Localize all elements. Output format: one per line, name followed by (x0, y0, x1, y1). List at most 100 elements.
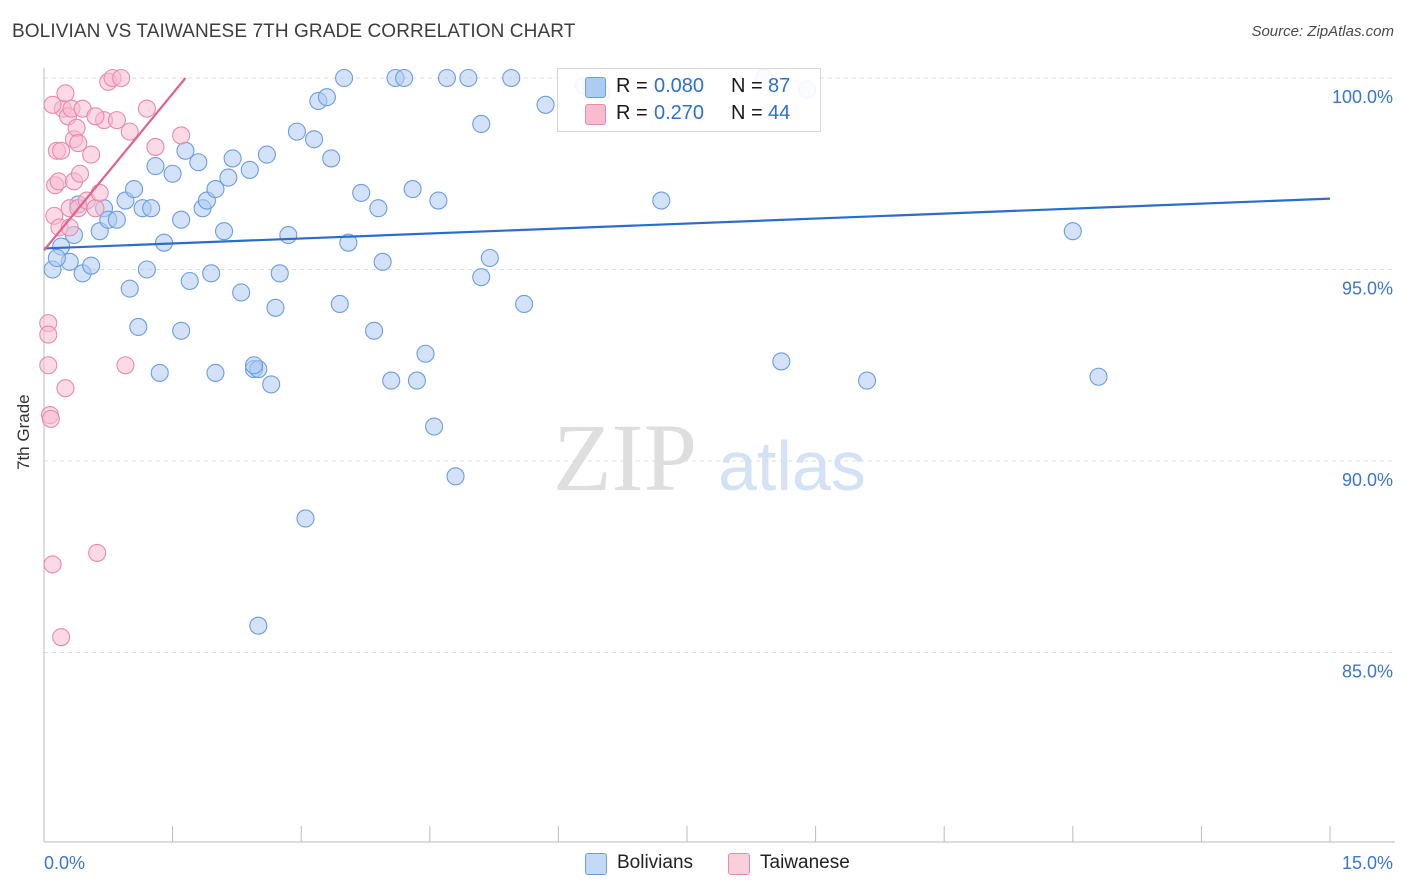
bolivians-series (43, 68, 1108, 635)
r-label: R = (616, 102, 648, 124)
data-point (403, 180, 422, 199)
data-point (339, 233, 358, 252)
data-point (369, 199, 388, 218)
data-point (116, 356, 135, 375)
data-point (43, 95, 62, 114)
data-point (515, 294, 534, 314)
data-point (150, 363, 169, 382)
data-point (352, 183, 371, 202)
data-point (206, 180, 225, 199)
taiwanese-legend-swatch (728, 853, 750, 875)
data-point (56, 379, 75, 398)
data-point (472, 114, 491, 134)
data-point (296, 509, 315, 528)
data-point (257, 145, 276, 164)
taiwanese-trend-line (43, 77, 187, 252)
data-point (146, 137, 165, 156)
data-point (142, 199, 161, 218)
data-point (219, 168, 238, 187)
n-label: N = (731, 75, 763, 97)
data-point (82, 256, 101, 275)
data-point (772, 352, 791, 371)
data-point (69, 134, 88, 153)
n-value: 44 (768, 102, 791, 124)
r-value: 0.080 (654, 75, 705, 97)
data-point (249, 616, 268, 635)
data-point (202, 264, 221, 283)
data-point (39, 325, 58, 344)
data-point (49, 172, 68, 191)
y-tick-label: 85.0% (1342, 662, 1393, 682)
bolivians-swatch (585, 77, 606, 98)
data-point (472, 268, 491, 287)
data-point (262, 375, 281, 394)
data-point (107, 111, 126, 130)
data-point (120, 122, 139, 141)
data-point (56, 84, 75, 103)
n-value: 87 (768, 75, 791, 97)
r-value: 0.270 (654, 102, 705, 124)
data-point (382, 371, 401, 390)
data-point (107, 210, 126, 229)
stats-row-bolivians: R = 0.080 N = 87 (558, 73, 820, 101)
data-point (365, 321, 384, 340)
data-point (120, 279, 139, 298)
y-tick-label: 100.0% (1332, 87, 1393, 107)
data-point (502, 68, 521, 88)
x-tick-label: 15.0% (1342, 853, 1393, 873)
data-point (240, 160, 259, 179)
data-point (232, 283, 251, 302)
data-point (279, 225, 298, 245)
n-label: N = (731, 102, 763, 124)
source-label: Source: ZipAtlas.com (1251, 23, 1394, 40)
data-point (172, 210, 191, 229)
stats-legend: R = 0.080 N = 87 R = 0.270 N = 44 (557, 68, 821, 132)
watermark: ZIP atlas (553, 404, 866, 511)
data-point (67, 118, 86, 137)
y-tick-label: 95.0% (1342, 279, 1393, 299)
data-point (86, 199, 105, 218)
data-point (47, 248, 66, 268)
data-point (129, 317, 148, 337)
data-point (90, 183, 109, 202)
data-point (429, 191, 448, 210)
taiwanese-series (39, 68, 191, 647)
x-tick-labels: 0.0% 15.0% (44, 853, 1393, 873)
data-point (330, 294, 349, 314)
bolivians-trend-line (43, 197, 1331, 250)
data-point (180, 271, 199, 291)
data-point (425, 417, 444, 436)
data-point (270, 264, 289, 283)
data-point (82, 145, 101, 164)
data-point (172, 321, 191, 340)
data-point (52, 141, 71, 160)
data-point (1063, 222, 1082, 241)
data-point (52, 628, 71, 647)
data-point (322, 149, 341, 168)
data-point (244, 356, 264, 375)
data-point (43, 555, 62, 574)
data-point (214, 222, 234, 241)
data-point (172, 126, 191, 145)
taiwanese-swatch (585, 104, 606, 125)
watermark-zip: ZIP (553, 404, 697, 511)
data-point (189, 153, 208, 172)
y-axis-label: 7th Grade (14, 394, 33, 470)
data-point (124, 180, 144, 199)
data-point (88, 543, 107, 562)
chart-title: BOLIVIAN VS TAIWANESE 7TH GRADE CORRELAT… (12, 21, 576, 42)
x-tick-label: 0.0% (44, 853, 85, 873)
legend-label: Taiwanese (760, 852, 850, 873)
data-point (163, 164, 182, 183)
y-tick-labels: 85.0% 90.0% 95.0% 100.0% (1332, 87, 1393, 682)
data-point (857, 371, 877, 390)
stats-row-taiwanese: R = 0.270 N = 44 (558, 100, 820, 128)
data-point (305, 130, 324, 149)
r-label: R = (616, 75, 648, 97)
data-point (146, 157, 165, 176)
trend-lines (43, 77, 1331, 252)
watermark-atlas: atlas (718, 427, 866, 505)
bolivians-legend-swatch (585, 853, 607, 875)
data-point (137, 260, 156, 279)
data-point (459, 68, 478, 88)
